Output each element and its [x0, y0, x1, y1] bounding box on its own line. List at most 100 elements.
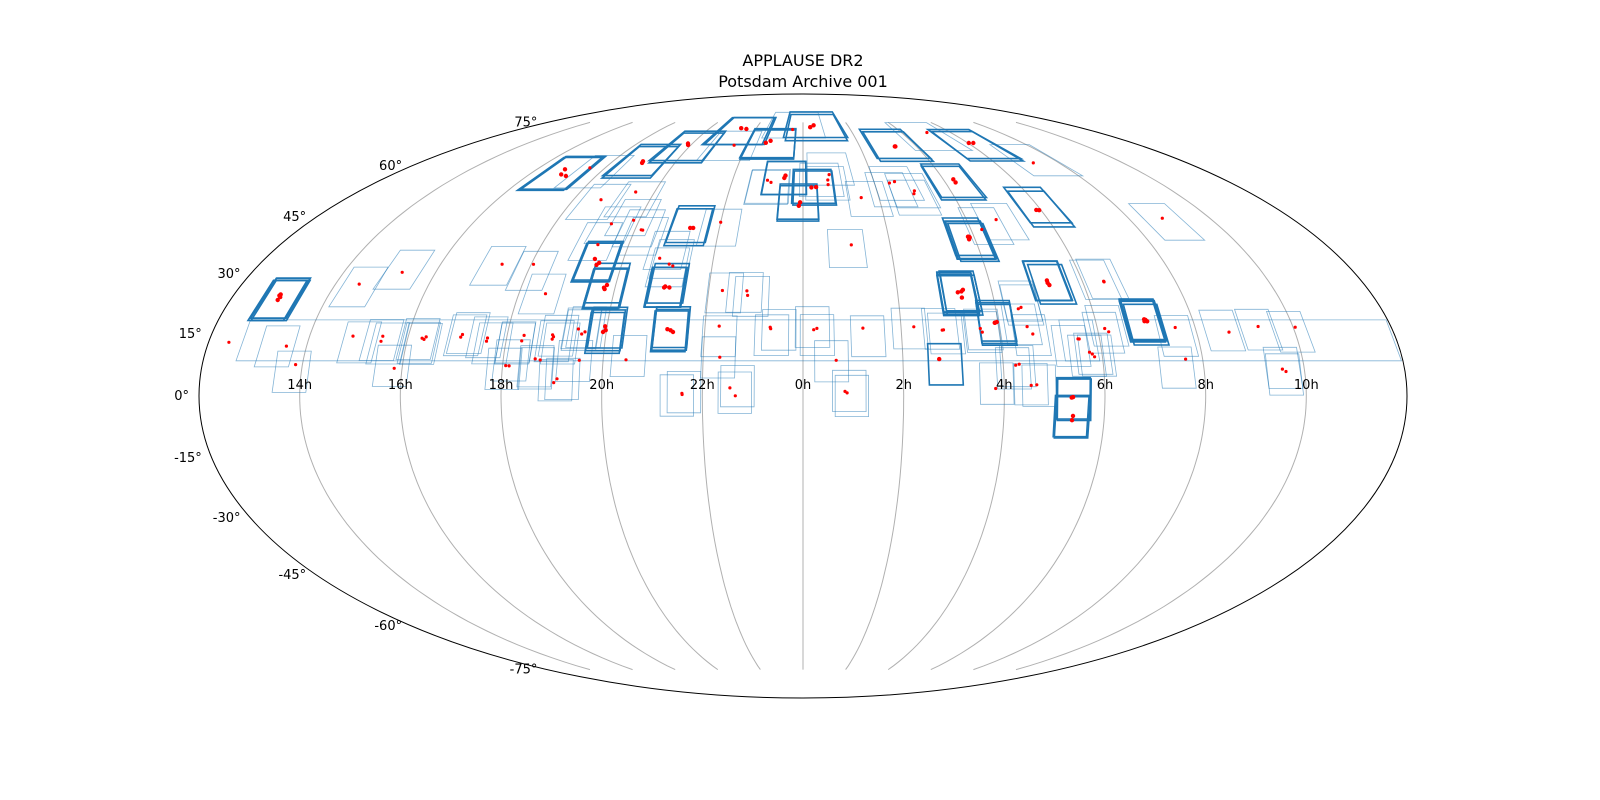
plate-center-point [959, 295, 965, 300]
plate-footprint [564, 183, 632, 220]
plate-center-point [592, 256, 598, 262]
plate-center-point [834, 358, 838, 362]
dec-tick-label: 45° [283, 210, 306, 225]
plate-footprint [649, 310, 690, 353]
plate-footprint [271, 350, 312, 393]
ra-tick-label: 2h [895, 378, 912, 393]
plate-center-point [459, 335, 463, 339]
plate-center-point [1014, 363, 1018, 367]
plate-center-point [1031, 161, 1035, 165]
plate-footprint [1013, 363, 1049, 406]
plate-footprint [651, 305, 692, 349]
plate-footprint [826, 229, 868, 269]
plate-center-point [599, 198, 603, 202]
plate-footprint [695, 208, 743, 247]
plate-center-point [959, 289, 964, 294]
ra-tick-label: 4h [996, 378, 1013, 393]
plate-footprint [760, 309, 797, 351]
plate-center-point [1035, 383, 1039, 387]
chart-title: APPLAUSE DR2 [742, 51, 863, 70]
plate-footprint [465, 316, 509, 359]
plate-footprint [1021, 260, 1073, 302]
plate-footprint [336, 321, 383, 364]
plate-center-point [763, 140, 768, 145]
plate-center-point [1016, 307, 1020, 311]
plate-center-point [994, 218, 998, 222]
plate-footprint [979, 362, 1015, 405]
plate-center-point [460, 332, 465, 337]
plate-footprint [1052, 394, 1090, 438]
plate-center-point [769, 180, 773, 184]
plate-center-point [424, 335, 428, 339]
plate-center-point [551, 335, 556, 339]
plate-center-point [351, 334, 355, 338]
grid-meridian [930, 121, 1106, 671]
plate-center-point [1017, 362, 1021, 366]
plate-footprint [700, 336, 737, 379]
plate-center-point [658, 256, 662, 260]
plate-footprint [957, 207, 1015, 245]
plate-footprint [372, 249, 436, 290]
plate-center-point [294, 363, 298, 367]
plate-center-point [912, 189, 917, 193]
plate-center-point [543, 292, 548, 296]
plate-center-point [717, 324, 721, 328]
plate-footprint [328, 266, 389, 308]
plate-footprint [738, 129, 797, 160]
plate-center-point [580, 332, 584, 336]
plate-footprint [584, 309, 627, 352]
plate-center-point [668, 328, 673, 333]
plate-footprint [861, 131, 936, 163]
plate-footprint [571, 242, 624, 283]
plate-center-point [1076, 337, 1080, 341]
plate-center-point [746, 293, 750, 297]
plate-center-point [379, 339, 383, 343]
graticule [299, 121, 1307, 671]
plate-center-point [639, 160, 645, 166]
plate-center-point [604, 282, 610, 288]
plate-center-point [661, 285, 667, 290]
plate-center-point [843, 389, 847, 393]
plate-center-point [765, 178, 770, 182]
plate-center-point [227, 340, 231, 344]
plate-center-point [797, 200, 803, 205]
plate-center-point [632, 218, 636, 222]
plate-footprint [1265, 310, 1316, 353]
plate-center-point [980, 330, 984, 334]
plate-footprint [743, 170, 790, 205]
plate-center-point [744, 126, 749, 132]
plate-center-point [671, 264, 675, 268]
plate-footprint [695, 130, 763, 161]
plate-center-point [667, 285, 672, 290]
plate-center-point [1031, 332, 1035, 336]
plate-center-point [1280, 367, 1284, 371]
plate-footprint [864, 172, 919, 208]
plate-footprint [920, 308, 961, 350]
dec-tick-label: 30° [217, 267, 240, 282]
plate-center-point [815, 326, 819, 330]
plate-footprint [868, 166, 926, 201]
plate-footprint [600, 143, 683, 177]
plate-footprint [939, 274, 984, 316]
plate-footprint [806, 152, 856, 186]
plate-footprint [659, 374, 694, 417]
sky-boundary [198, 93, 1408, 699]
plate-center-point [718, 355, 722, 359]
ra-tick-label: 6h [1097, 378, 1114, 393]
dec-tick-label: -45° [278, 568, 306, 583]
plate-footprint [650, 308, 691, 352]
plate-center-point [719, 220, 723, 224]
dec-tick-label: -75° [510, 663, 538, 678]
plate-center-point [925, 130, 929, 135]
plate-footprint [555, 339, 594, 383]
plate-footprint [717, 371, 753, 414]
plate-center-point [1256, 324, 1260, 329]
plate-footprint [642, 230, 691, 270]
plate-center-point [732, 143, 736, 147]
plate-center-point [826, 183, 830, 187]
plate-footprint [790, 168, 837, 205]
plate-footprint [494, 322, 536, 365]
plate-center-point [728, 386, 732, 390]
plate-footprint [1233, 308, 1284, 351]
